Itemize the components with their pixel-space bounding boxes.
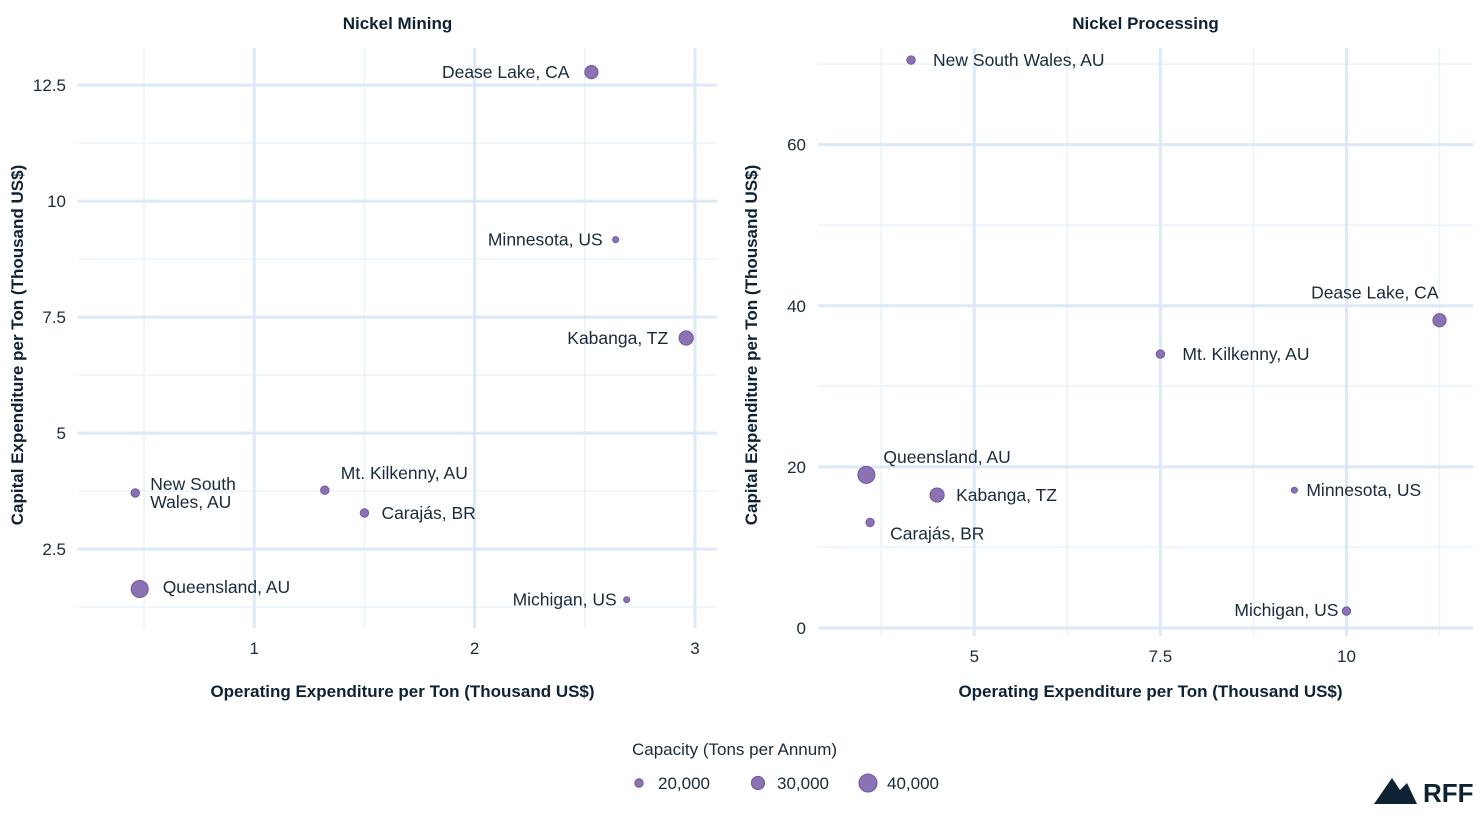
data-point — [320, 485, 330, 495]
legend-label: 40,000 — [887, 774, 939, 793]
point-label: Minnesota, US — [1306, 480, 1421, 500]
data-point — [865, 517, 875, 528]
legend: Capacity (Tons per Annum) 20,000 30,000 40… — [632, 740, 939, 793]
data-point — [1290, 486, 1298, 494]
legend-key — [858, 773, 878, 793]
legend-label: 20,000 — [658, 774, 710, 793]
mountain-icon — [1374, 778, 1417, 804]
point-label: Carajás, BR — [890, 523, 984, 543]
point-label: Dease Lake, CA — [442, 62, 570, 82]
data-point — [1155, 349, 1166, 359]
data-point — [1341, 606, 1352, 616]
x-tick-label: 3 — [690, 639, 699, 658]
y-tick-label: 10 — [47, 192, 66, 211]
point-label: New South Wales, AU — [933, 50, 1105, 70]
y-axis-title: Capital Expenditure per Ton (Thousand US… — [8, 165, 27, 526]
y-tick-label: 7.5 — [42, 308, 66, 327]
data-point — [612, 236, 620, 244]
x-tick-label: 10 — [1337, 647, 1356, 666]
data-point — [857, 465, 876, 484]
point-label: Kabanga, TZ — [956, 485, 1057, 505]
y-tick-label: 20 — [787, 458, 806, 477]
point-label: Mt. Kilkenny, AU — [341, 463, 468, 483]
point-label: Dease Lake, CA — [1311, 282, 1439, 302]
x-tick-label: 1 — [250, 639, 259, 658]
data-point — [1432, 313, 1447, 328]
panel-nickel-mining: 1 2 3 2.5 5 7.5 10 12.5 Nickel Mining Operating E… — [8, 14, 717, 701]
point-label: Michigan, US — [1234, 600, 1338, 620]
y-tick-label: 5 — [57, 424, 66, 443]
x-tick-label: 7.5 — [1149, 647, 1173, 666]
y-axis-title: Capital Expenditure per Ton (Thousand US… — [742, 165, 761, 526]
panel-title: Nickel Processing — [1072, 14, 1218, 33]
point-label: Kabanga, TZ — [567, 328, 668, 348]
x-axis-title: Operating Expenditure per Ton (Thousand … — [210, 682, 594, 701]
data-point — [929, 487, 945, 503]
y-tick-label: 12.5 — [33, 76, 66, 95]
data-point — [906, 55, 916, 65]
legend-key — [634, 778, 644, 788]
point-label: Carajás, BR — [381, 503, 475, 523]
x-tick-label: 2 — [470, 639, 479, 658]
y-tick-label: 60 — [787, 136, 806, 155]
data-point — [130, 580, 149, 599]
y-tick-label: 0 — [797, 619, 806, 638]
point-label: New South Wales, AU — [150, 474, 236, 512]
rff-logo: RFF — [1374, 778, 1474, 808]
data-point — [623, 596, 631, 604]
y-tick-label: 40 — [787, 297, 806, 316]
x-tick-label: 5 — [970, 647, 979, 666]
y-tick-label: 2.5 — [42, 540, 66, 559]
point-label: Mt. Kilkenny, AU — [1182, 344, 1309, 364]
logo-text: RFF — [1423, 778, 1474, 808]
point-label: Michigan, US — [513, 590, 617, 610]
panel-title: Nickel Mining — [343, 14, 453, 33]
data-point — [359, 508, 370, 518]
data-point — [584, 65, 599, 80]
point-label: Queensland, AU — [163, 577, 290, 597]
data-point — [678, 330, 694, 346]
panel-nickel-processing: 5 7.5 10 0 20 40 60 Nickel Processing Operating … — [742, 14, 1473, 701]
point-label: Minnesota, US — [488, 230, 603, 250]
legend-title: Capacity (Tons per Annum) — [632, 740, 837, 759]
legend-key — [750, 775, 766, 791]
legend-label: 30,000 — [777, 774, 829, 793]
point-label: Queensland, AU — [883, 447, 1010, 467]
data-point — [130, 488, 140, 498]
x-axis-title: Operating Expenditure per Ton (Thousand … — [958, 682, 1342, 701]
